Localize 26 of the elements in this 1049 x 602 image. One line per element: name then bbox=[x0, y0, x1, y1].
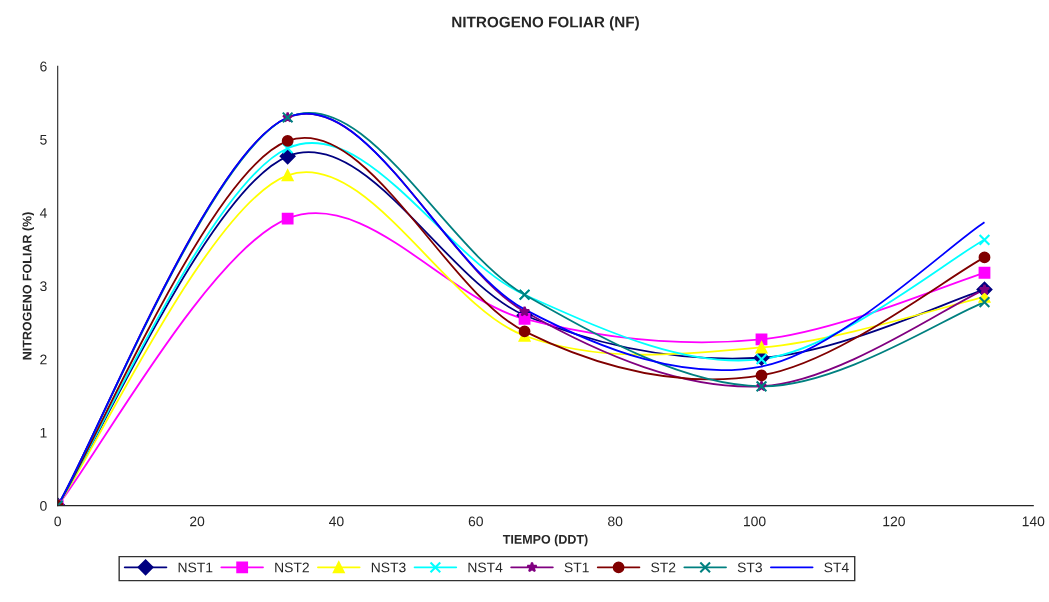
chart-title: NITROGENO FOLIAR (NF) bbox=[452, 16, 639, 31]
x-tick-label: 100 bbox=[744, 516, 766, 527]
x-tick-label: 140 bbox=[1022, 516, 1045, 527]
y-tick-label: 2 bbox=[40, 354, 47, 365]
x-tick-label: 60 bbox=[468, 516, 483, 527]
y-tick-label: 4 bbox=[39, 208, 47, 218]
legend-label: NST1 bbox=[178, 562, 213, 573]
x-tick-label: 0 bbox=[54, 516, 62, 527]
y-tick-label: 1 bbox=[40, 427, 47, 438]
y-tick-label: 3 bbox=[40, 281, 47, 292]
legend-label: ST1 bbox=[564, 562, 589, 573]
y-tick-label: 0 bbox=[40, 501, 47, 511]
legend-label: ST3 bbox=[737, 562, 762, 573]
legend-label: NST3 bbox=[371, 562, 406, 573]
y-tick-label: 5 bbox=[40, 134, 47, 145]
x-tick-label: 40 bbox=[329, 516, 344, 527]
legend-label: ST4 bbox=[824, 562, 849, 573]
y-tick-label: 6 bbox=[40, 61, 47, 72]
x-tick-label: 20 bbox=[190, 516, 205, 527]
x-tick-label: 80 bbox=[608, 516, 623, 527]
legend-label: NST2 bbox=[275, 562, 309, 573]
x-axis-title: TIEMPO (DDT) bbox=[502, 534, 588, 547]
legend-label: ST2 bbox=[651, 562, 676, 573]
y-axis-title: NITROGENO FOLIAR (%) bbox=[22, 212, 34, 360]
x-tick-label: 120 bbox=[883, 516, 905, 527]
legend-label: NST4 bbox=[468, 562, 503, 573]
